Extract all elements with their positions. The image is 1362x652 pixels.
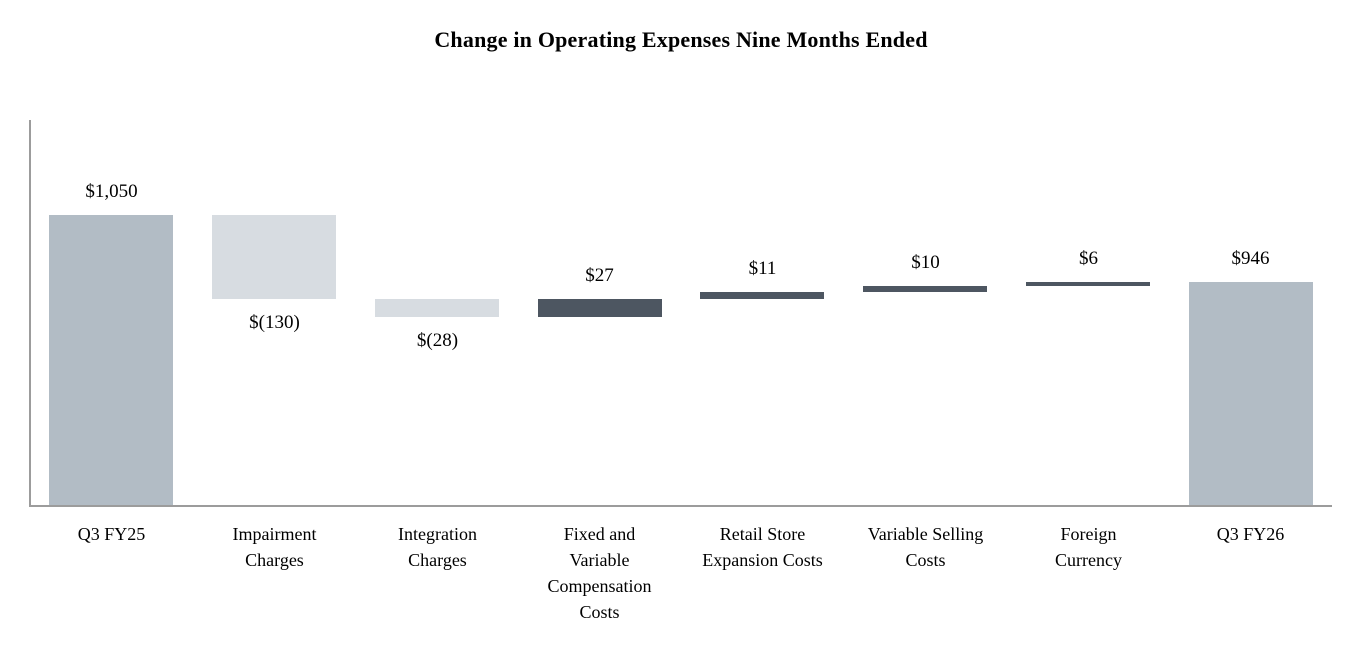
x-axis-label-fixed-and-variable-compensation-costs: Fixed and Variable Compensation Costs (518, 521, 681, 625)
x-axis-label-line: Foreign (1060, 524, 1117, 544)
x-axis-label-impairment-charges: Impairment Charges (193, 521, 356, 573)
x-axis-line (29, 505, 1332, 507)
x-axis-label-line: Fixed and (563, 524, 636, 544)
waterfall-bar-q3-fy25 (49, 215, 173, 505)
x-axis-label-line: Expansion Costs (702, 550, 823, 570)
x-axis-label-line: Variable Selling (867, 524, 984, 544)
x-axis-label-line: Q3 FY26 (1216, 524, 1285, 544)
waterfall-bar-fixed-and-variable-compensation-costs (538, 299, 662, 317)
x-axis-label-line: Q3 FY25 (77, 524, 146, 544)
bar-value-label-variable-selling-costs: $10 (911, 252, 940, 273)
x-axis-label-line: Currency (1055, 550, 1122, 570)
waterfall-bar-retail-store-expansion-costs (700, 292, 824, 299)
x-axis-label-q3-fy26: Q3 FY26 (1169, 521, 1332, 547)
bar-value-label-foreign-currency: $6 (1079, 248, 1098, 269)
bar-value-label-q3-fy26: $946 (1231, 248, 1270, 269)
bar-value-label-retail-store-expansion-costs: $11 (748, 258, 777, 279)
bar-value-label-fixed-and-variable-compensation-costs: $27 (585, 265, 614, 286)
bar-value-label-q3-fy25: $1,050 (85, 181, 138, 202)
waterfall-bar-integration-charges (375, 299, 499, 317)
waterfall-bar-q3-fy26 (1189, 282, 1313, 505)
waterfall-bar-foreign-currency (1026, 282, 1150, 286)
x-axis-label-integration-charges: Integration Charges (356, 521, 519, 573)
x-axis-label-q3-fy25: Q3 FY25 (30, 521, 193, 547)
waterfall-bar-variable-selling-costs (863, 286, 987, 292)
x-axis-label-line: Charges (408, 550, 467, 570)
waterfall-bar-impairment-charges (212, 215, 336, 299)
x-axis-label-line: Integration (398, 524, 477, 544)
x-axis-label-line: Charges (245, 550, 304, 570)
chart-title: Change in Operating Expenses Nine Months… (434, 27, 928, 52)
x-axis-label-line: Costs (579, 602, 620, 622)
x-axis-label-line: Impairment (232, 524, 317, 544)
y-axis-line (29, 120, 31, 507)
x-axis-label-line: Compensation (547, 576, 652, 596)
bar-value-label-integration-charges: $(28) (416, 330, 459, 351)
x-axis-label-retail-store-expansion-costs: Retail Store Expansion Costs (681, 521, 844, 573)
x-axis-label-variable-selling-costs: Variable Selling Costs (844, 521, 1007, 573)
x-axis-label-line: Retail Store (719, 524, 806, 544)
x-axis-label-line: Costs (905, 550, 946, 570)
x-axis-label-line: Variable (569, 550, 630, 570)
x-axis-label-foreign-currency: Foreign Currency (1007, 521, 1170, 573)
bar-value-label-impairment-charges: $(130) (249, 312, 300, 333)
